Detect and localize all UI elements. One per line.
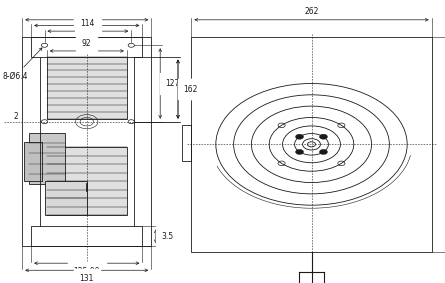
Text: 2: 2 (13, 112, 18, 121)
Bar (44, 181, 87, 215)
Bar (182, 125, 191, 161)
Text: 3.5: 3.5 (161, 232, 173, 241)
Bar (47, 147, 127, 215)
Bar (47, 57, 127, 119)
Bar (31, 37, 142, 57)
Bar (31, 226, 142, 246)
Text: 131: 131 (80, 274, 94, 283)
Text: 127: 127 (166, 79, 180, 88)
Text: 114: 114 (81, 19, 95, 28)
Text: 125.00: 125.00 (73, 267, 100, 276)
Text: 92: 92 (82, 38, 92, 48)
Bar (29, 133, 65, 184)
Bar (24, 142, 42, 181)
Text: 170: 170 (80, 7, 94, 16)
Circle shape (295, 149, 303, 155)
Circle shape (320, 149, 328, 155)
Text: 262: 262 (304, 7, 319, 16)
Circle shape (295, 134, 303, 139)
Bar (191, 37, 432, 252)
Bar (22, 37, 151, 246)
Text: 162: 162 (183, 85, 198, 94)
Text: 162: 162 (183, 85, 198, 94)
Text: 8-Ø6.4: 8-Ø6.4 (2, 48, 42, 81)
Circle shape (320, 134, 328, 139)
Text: 151: 151 (80, 13, 94, 22)
